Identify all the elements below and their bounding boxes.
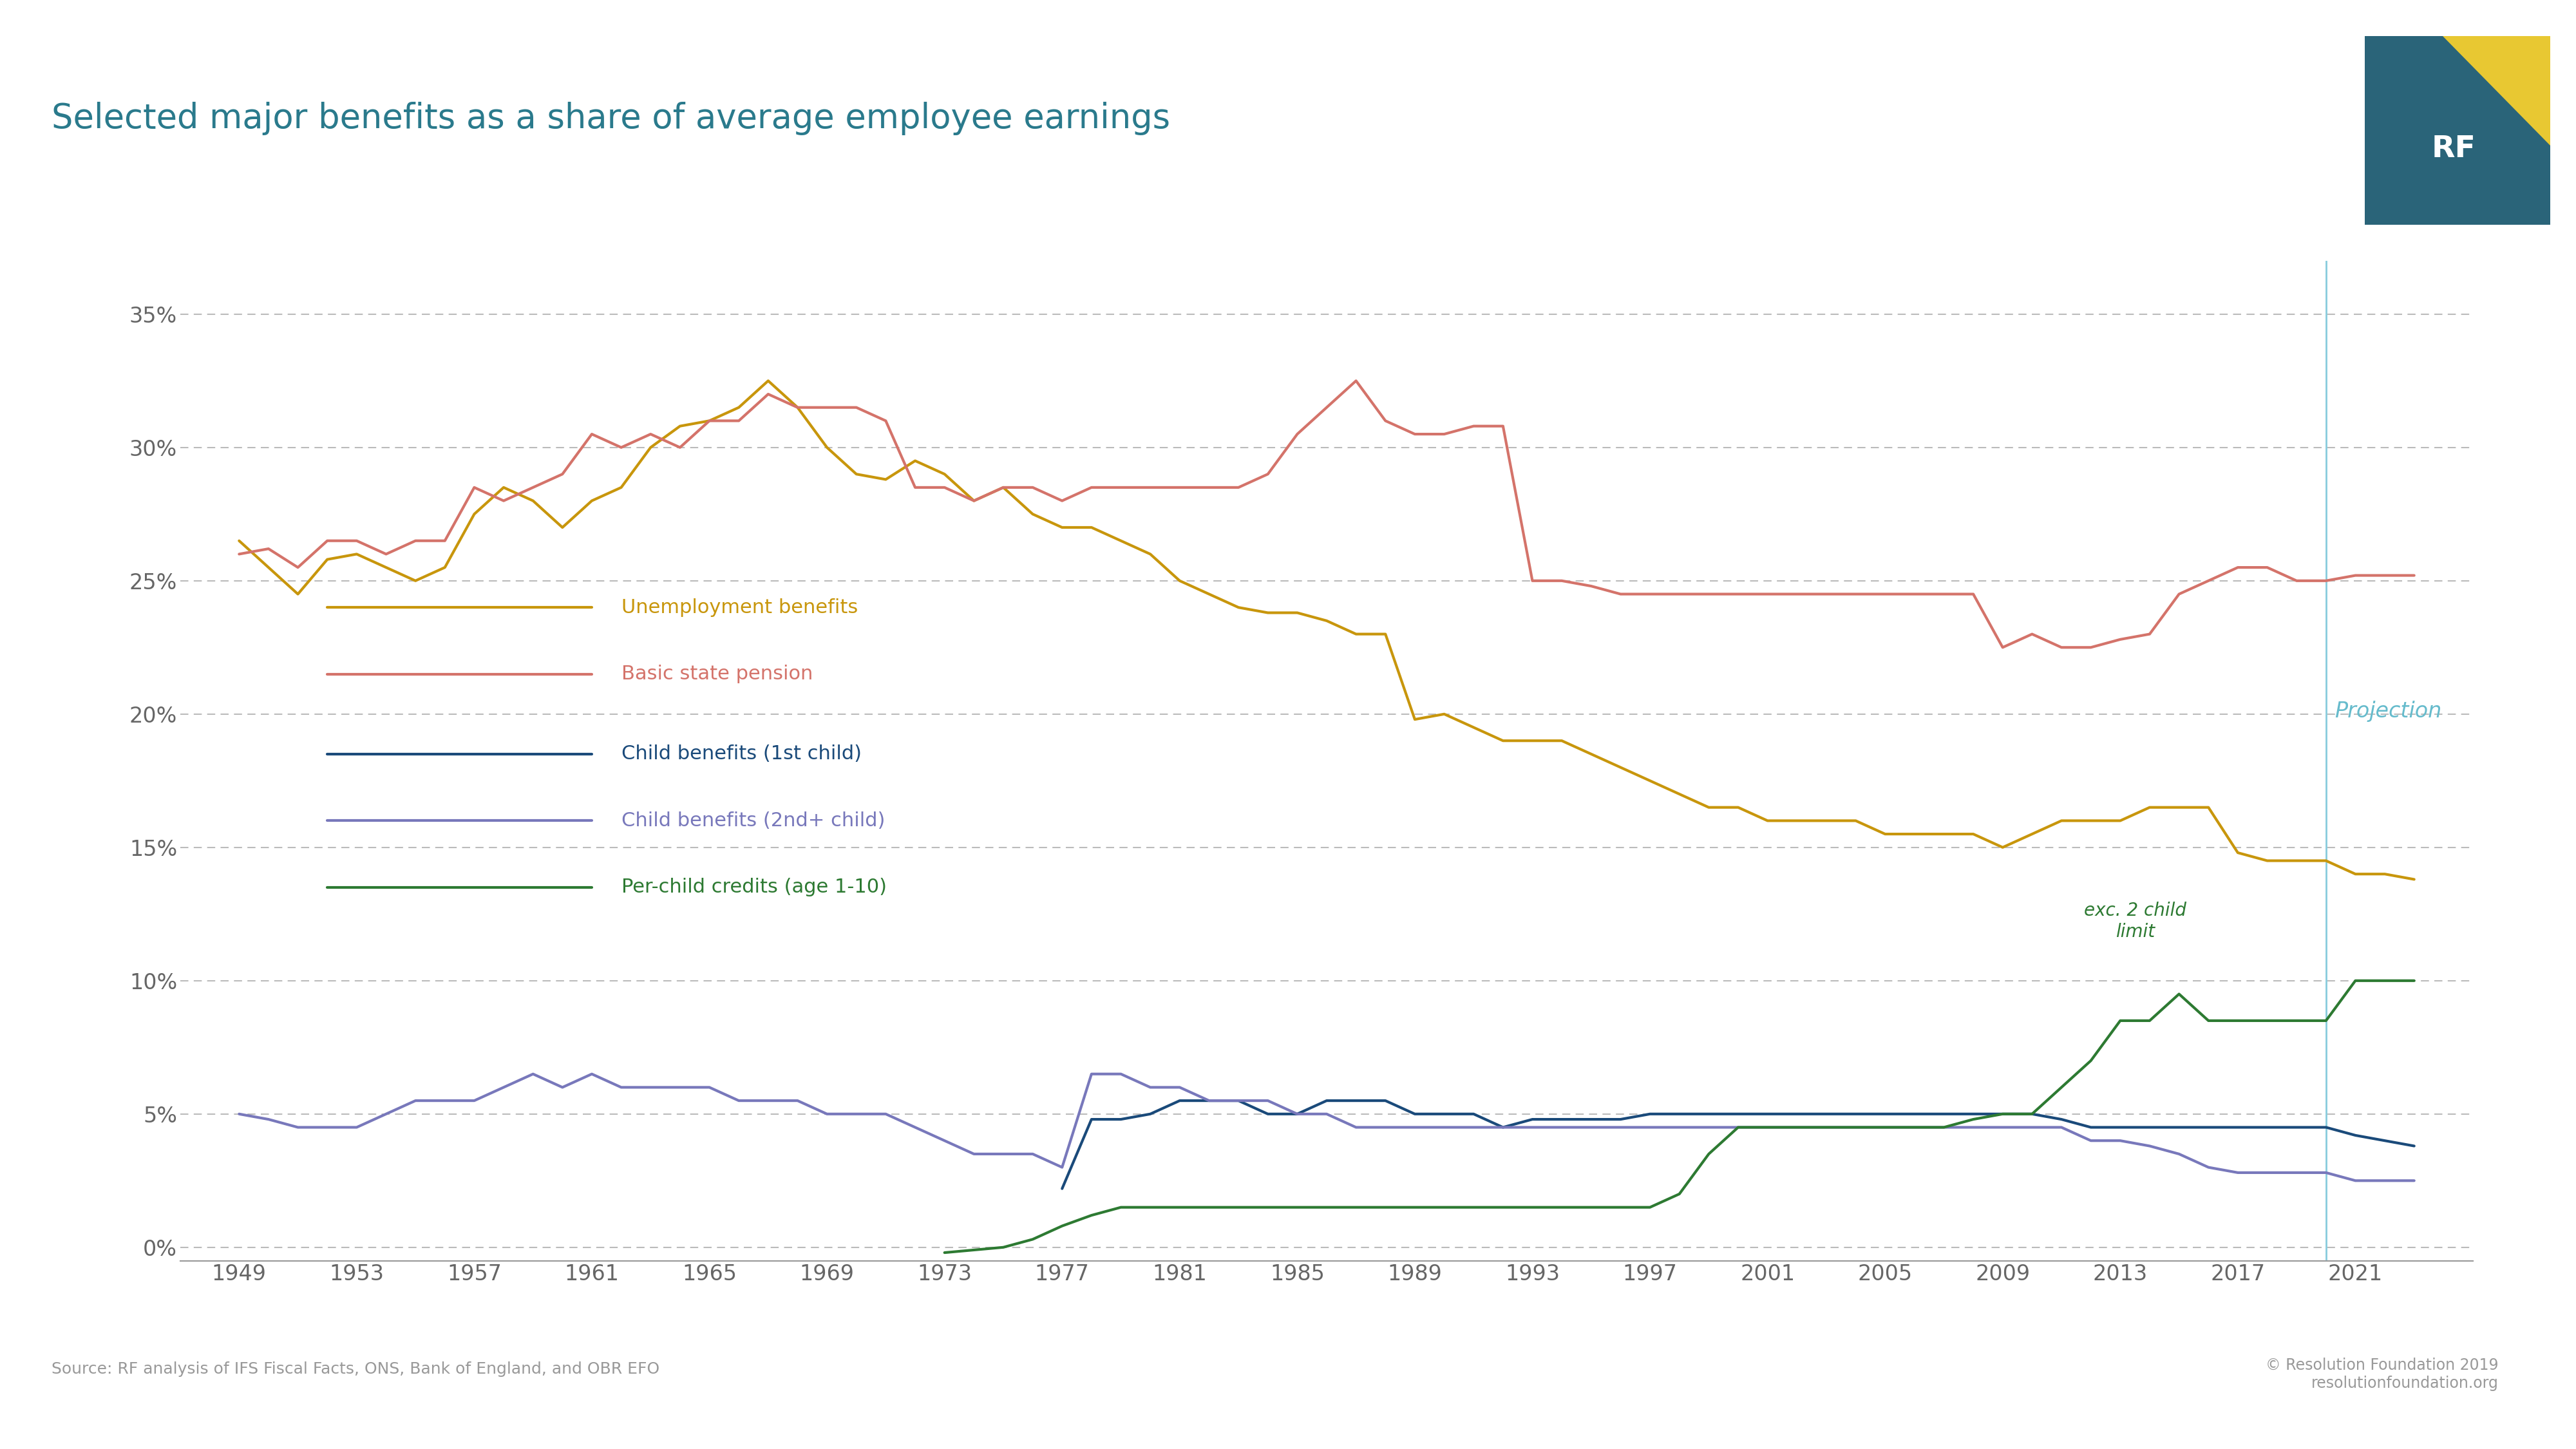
Text: Basic state pension: Basic state pension [621, 665, 811, 684]
Text: exc. 2 child
limit: exc. 2 child limit [2084, 901, 2187, 940]
Polygon shape [2442, 36, 2550, 145]
Text: Child benefits (1st child): Child benefits (1st child) [621, 745, 860, 764]
Text: © Resolution Foundation 2019
resolutionfoundation.org: © Resolution Foundation 2019 resolutionf… [2267, 1358, 2499, 1391]
Text: Selected major benefits as a share of average employee earnings: Selected major benefits as a share of av… [52, 101, 1170, 135]
Text: RF: RF [2432, 135, 2476, 164]
Text: Source: RF analysis of IFS Fiscal Facts, ONS, Bank of England, and OBR EFO: Source: RF analysis of IFS Fiscal Facts,… [52, 1361, 659, 1377]
Text: Child benefits (2nd+ child): Child benefits (2nd+ child) [621, 811, 884, 830]
Text: Projection: Projection [2334, 701, 2442, 722]
Text: Unemployment benefits: Unemployment benefits [621, 598, 858, 617]
Text: Per-child credits (age 1-10): Per-child credits (age 1-10) [621, 878, 886, 897]
